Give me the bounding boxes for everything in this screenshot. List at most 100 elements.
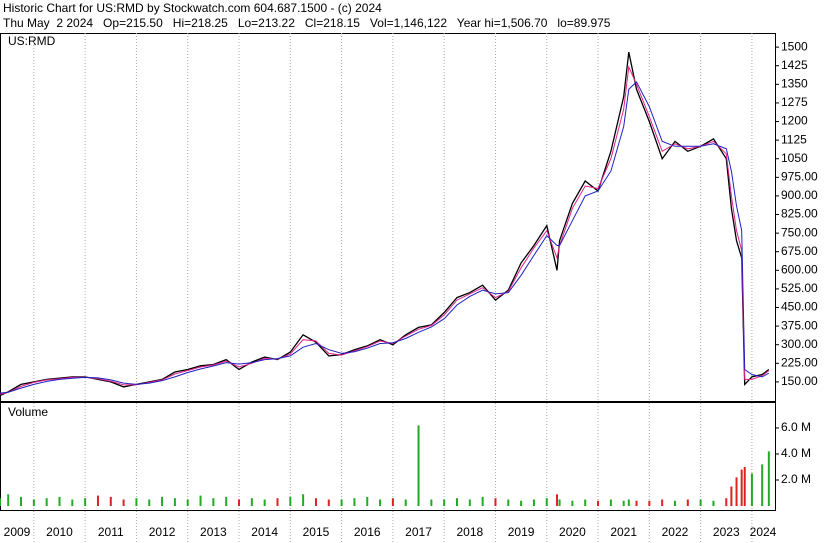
y-tick-label: 300.00 (781, 337, 818, 351)
x-tick-label: 2013 (200, 525, 227, 539)
y-tick-label: 1050 (781, 151, 808, 165)
volume-bar (430, 499, 433, 506)
volume-bar (122, 499, 125, 506)
volume-panel-frame (0, 402, 776, 511)
x-tick-label: 2018 (456, 525, 483, 539)
volume-bar (314, 498, 317, 506)
y-tick-label: 600.00 (781, 262, 818, 276)
x-tick-label: 2022 (662, 525, 689, 539)
volume-bar (148, 499, 151, 506)
y-tick-label: 825.00 (781, 207, 818, 221)
volume-bar (173, 498, 176, 506)
volume-bar (635, 500, 638, 506)
volume-bar (84, 498, 87, 506)
x-tick-label: 2014 (251, 525, 278, 539)
y-tick-label: 6.0 M (781, 420, 811, 434)
y-tick-label: 1500 (781, 39, 808, 53)
volume-bar (7, 494, 10, 506)
volume-panel-label: Volume (8, 405, 48, 419)
volume-bar (109, 496, 112, 506)
volume-bar (58, 496, 61, 506)
volume-bar (225, 496, 228, 506)
x-tick-label: 2021 (610, 525, 637, 539)
volume-bar (735, 477, 738, 506)
y-tick-label: 900.00 (781, 188, 818, 202)
volume-bar (507, 499, 510, 506)
price-line (0, 81, 770, 394)
volume-bar (199, 495, 202, 506)
volume-bar (379, 499, 382, 506)
volume-bar (366, 496, 369, 506)
y-tick-label: 375.00 (781, 318, 818, 332)
volume-bar (725, 498, 728, 506)
volume-bar (404, 499, 407, 506)
volume-bar (263, 499, 266, 506)
volume-bar (494, 498, 497, 506)
volume-bar (597, 500, 600, 506)
price-line (0, 65, 770, 395)
volume-bar (353, 498, 356, 506)
volume-bar (648, 500, 651, 506)
price-panel-frame (0, 33, 776, 402)
volume-bar (699, 499, 702, 506)
y-tick-label: 1425 (781, 58, 808, 72)
x-tick-label: 2019 (508, 525, 535, 539)
y-tick-label: 150.00 (781, 374, 818, 388)
chart-subtitle: Thu May 2 2024 Op=215.50 Hi=218.25 Lo=21… (3, 16, 611, 30)
volume-bar (161, 496, 164, 506)
x-tick-label: 2012 (149, 525, 176, 539)
volume-bar (740, 469, 743, 506)
volume-bar (673, 500, 676, 506)
volume-bar (556, 494, 559, 506)
y-tick-label: 1350 (781, 77, 808, 91)
volume-bar (481, 496, 484, 506)
y-tick-label: 2.0 M (781, 472, 811, 486)
y-tick-label: 675.00 (781, 244, 818, 258)
x-tick-label: 2015 (303, 525, 330, 539)
volume-bar (186, 499, 189, 506)
volume-bar (571, 500, 574, 506)
volume-bar (743, 466, 746, 506)
volume-bar (730, 486, 733, 506)
volume-bar (750, 473, 753, 506)
volume-bar (32, 499, 35, 506)
volume-bar (712, 500, 715, 506)
y-tick-label: 750.00 (781, 225, 818, 239)
volume-bar (661, 499, 664, 506)
x-tick-label: 2023 (713, 525, 740, 539)
volume-bar (302, 494, 305, 506)
x-tick-label: 2017 (405, 525, 432, 539)
y-tick-label: 1275 (781, 95, 808, 109)
y-tick-label: 450.00 (781, 300, 818, 314)
volume-bar (391, 498, 394, 506)
y-tick-label: 1200 (781, 114, 808, 128)
y-tick-label: 975.00 (781, 169, 818, 183)
volume-bar (20, 496, 23, 506)
volume-bar (135, 498, 138, 506)
volume-bar (417, 425, 420, 506)
volume-bar (455, 498, 458, 506)
chart-title: Historic Chart for US:RMD by Stockwatch.… (3, 1, 382, 15)
volume-bar (340, 499, 343, 506)
volume-bar (761, 464, 764, 506)
x-tick-label: 2009 (4, 525, 31, 539)
volume-bar (327, 499, 330, 506)
x-tick-label: 2016 (354, 525, 381, 539)
x-tick-label: 2020 (559, 525, 586, 539)
volume-bar (250, 498, 253, 506)
price-panel-label: US:RMD (8, 34, 56, 48)
volume-bar (96, 495, 99, 506)
y-tick-label: 1125 (781, 132, 807, 146)
volume-bar (622, 500, 625, 506)
y-tick-label: 4.0 M (781, 446, 811, 460)
volume-bar (686, 499, 689, 506)
volume-bar (767, 451, 770, 506)
volume-bar (443, 499, 446, 506)
volume-bar (0, 498, 1, 506)
volume-bar (212, 498, 215, 506)
volume-bar (545, 498, 548, 506)
x-tick-label: 2011 (98, 525, 124, 539)
volume-bar (627, 499, 630, 506)
x-tick-label: 2024 (750, 525, 777, 539)
